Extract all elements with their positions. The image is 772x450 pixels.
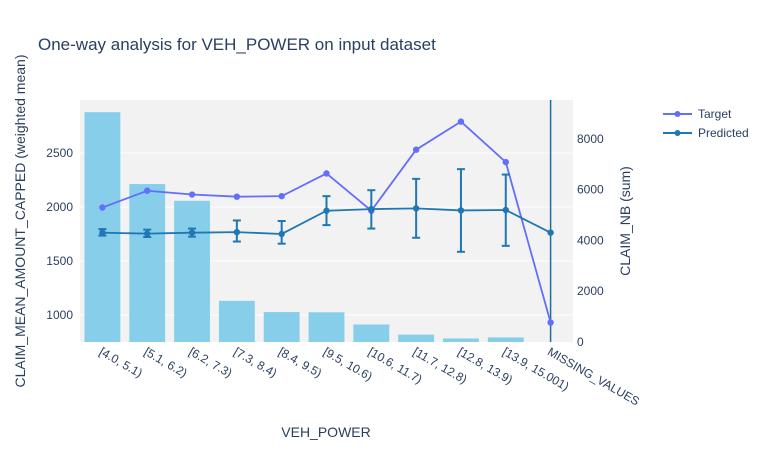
x-tick-label: [5.1, 6.2)	[142, 344, 190, 380]
bar-0	[84, 112, 121, 343]
y2-tick-label: 0	[577, 335, 584, 349]
line-series	[98, 118, 554, 326]
x-tick-label: [6.2, 7.3)	[187, 344, 235, 380]
bar-1	[129, 184, 166, 342]
target-point-0	[99, 204, 106, 211]
y2-tick-label: 4000	[577, 233, 604, 247]
legend-label-predicted: Predicted	[698, 126, 749, 140]
predicted-point-3	[233, 228, 241, 236]
y-tick-label: 1500	[46, 254, 73, 268]
x-tick-label: [4.0, 5.1)	[97, 344, 145, 380]
predicted-point-0	[99, 229, 106, 236]
y2-axis-title: CLAIM_NB (sum)	[617, 166, 633, 276]
predicted-point-1	[144, 230, 151, 237]
bar-6	[353, 324, 390, 342]
legend-item-target[interactable]: Target	[663, 107, 732, 121]
y2-tick-label: 8000	[577, 132, 604, 146]
chart-title: One-way analysis for VEH_POWER on input …	[38, 35, 436, 54]
legend-marker-icon	[674, 130, 681, 136]
bar-4	[263, 312, 300, 342]
y2-axis-ticks: 0 2000 4000 6000 8000	[577, 132, 604, 349]
bar-7	[398, 334, 435, 342]
y-axis-title: CLAIM_MEAN_AMOUNT_CAPPED (weighted mean)	[12, 55, 28, 388]
legend-marker-icon	[674, 111, 681, 117]
x-axis-title: VEH_POWER	[281, 424, 370, 440]
predicted-point-5	[323, 207, 330, 214]
y-tick-label: 2500	[46, 146, 73, 160]
y-axis-ticks: 1000 1500 2000 2500	[46, 146, 73, 322]
predicted-point-7	[412, 205, 420, 212]
legend-item-predicted[interactable]: Predicted	[663, 126, 749, 140]
x-axis-ticks: [4.0, 5.1)[5.1, 6.2)[6.2, 7.3)[7.3, 8.4)…	[97, 344, 642, 408]
y-tick-label: 1000	[46, 308, 73, 322]
x-tick-label: [8.4, 9.5)	[276, 344, 324, 380]
bar-5	[308, 312, 345, 342]
target-point-10	[547, 319, 554, 326]
target-point-2	[188, 191, 196, 198]
target-point-5	[323, 170, 330, 177]
predicted-point-2	[188, 229, 196, 236]
bar-9	[487, 337, 524, 342]
x-tick-label: [9.5, 10.6)	[321, 344, 375, 383]
legend[interactable]: Target Predicted	[663, 107, 749, 140]
predicted-point-6	[368, 205, 375, 213]
y2-tick-label: 6000	[577, 183, 604, 197]
bar-series	[84, 112, 524, 343]
y2-tick-label: 2000	[577, 284, 604, 298]
bar-8	[443, 338, 479, 342]
target-point-8	[457, 118, 465, 125]
bar-2	[174, 200, 210, 342]
predicted-point-4	[278, 230, 285, 238]
x-tick-label: [7.3, 8.4)	[231, 344, 279, 380]
target-point-9	[502, 158, 509, 166]
target-point-7	[412, 146, 420, 153]
target-point-4	[278, 192, 285, 200]
predicted-point-9	[502, 206, 509, 214]
predicted-point-10	[547, 229, 554, 236]
target-point-1	[144, 187, 151, 194]
legend-label-target: Target	[698, 107, 732, 121]
bar-3	[218, 300, 255, 342]
target-point-3	[233, 193, 241, 200]
y-tick-label: 2000	[46, 200, 73, 214]
predicted-point-8	[457, 207, 465, 214]
